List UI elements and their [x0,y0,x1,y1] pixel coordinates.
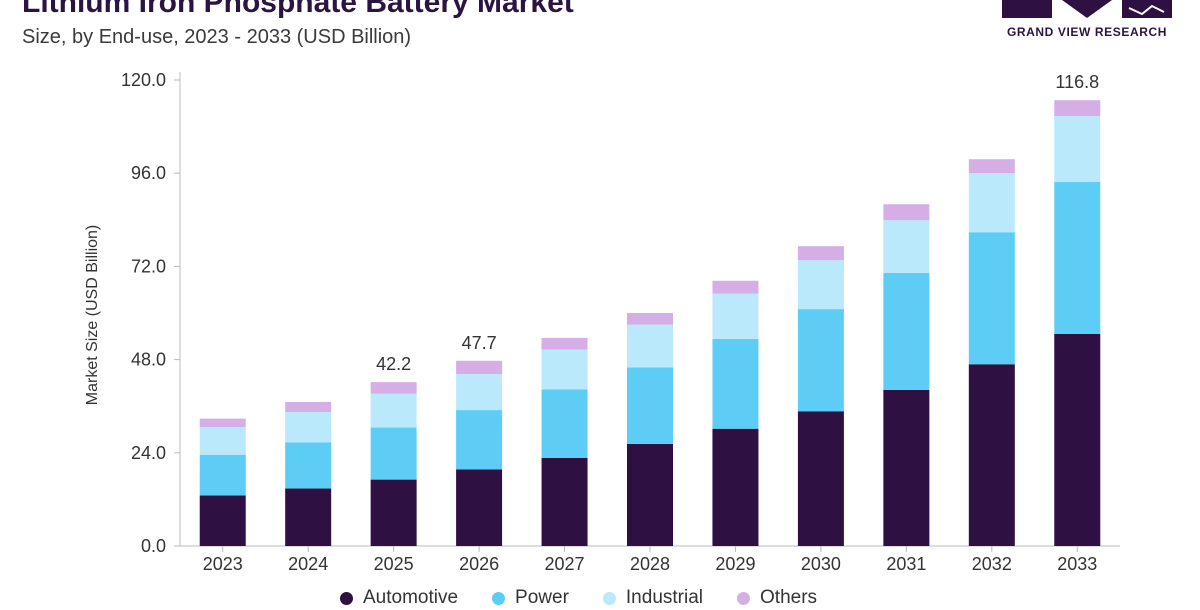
x-tick-label-2028: 2028 [630,554,670,574]
bar-segment-automotive-2030 [797,411,844,546]
x-tick-label-2024: 2024 [288,554,328,574]
legend-item-others: Others [737,587,817,609]
bar-segment-automotive-2027 [541,457,588,546]
x-tick-label-2031: 2031 [886,554,926,574]
x-tick-label-2027: 2027 [545,554,585,574]
bar-segment-power-2024 [285,442,332,489]
bar-segment-others-2027 [541,337,588,350]
chart-subtitle: Size, by End-use, 2023 - 2033 (USD Billi… [22,26,412,48]
data-label-2025: 42.2 [376,354,411,374]
bar-segment-power-2030 [797,309,844,412]
y-tick-label: 120.0 [121,70,166,90]
bar-segment-power-2029 [712,339,759,429]
bar-segment-power-2025 [370,427,417,480]
bar-segment-industrial-2033 [1054,116,1101,182]
x-tick-label-2030: 2030 [801,554,841,574]
bar-segment-automotive-2026 [456,469,503,546]
bar-segment-power-2027 [541,389,588,458]
bar-segment-others-2032 [968,159,1015,174]
bar-segment-others-2030 [797,246,844,261]
data-label-2026: 47.7 [462,333,497,353]
legend-swatch-others [737,591,751,605]
legend-label-others: Others [760,587,818,608]
bar-segment-power-2023 [199,454,246,496]
bar-segment-others-2031 [883,204,930,221]
bar-segment-others-2025 [370,382,417,394]
bar-segment-industrial-2028 [627,324,673,368]
x-tick-label-2029: 2029 [715,554,755,574]
bar-segment-automotive-2032 [968,364,1015,546]
legend-item-automotive: Automotive [340,587,458,609]
x-tick-label-2026: 2026 [459,554,499,574]
y-tick-label: 72.0 [131,256,166,276]
bar-segment-industrial-2027 [541,349,588,390]
legend-label-automotive: Automotive [363,587,459,608]
bar-segment-power-2028 [627,367,673,444]
bar-segment-automotive-2029 [712,428,759,546]
bar-segment-automotive-2024 [285,488,332,546]
brand-logo-icon [1002,0,1172,18]
bar-segment-automotive-2028 [627,443,673,546]
x-tick-label-2033: 2033 [1057,554,1097,574]
bar-segment-others-2026 [456,360,503,374]
bar-segment-industrial-2032 [968,173,1015,233]
bar-segment-automotive-2025 [370,479,417,546]
brand-logo: GRAND VIEW RESEARCH [1002,0,1172,44]
bar-segment-others-2029 [712,280,759,294]
bar-segment-others-2028 [627,313,673,325]
y-tick-label: 0.0 [141,536,166,556]
y-axis-title: Market Size (USD Billion) [84,225,101,405]
y-tick-label: 48.0 [131,350,166,370]
bar-segment-industrial-2029 [712,293,759,340]
y-tick-label: 24.0 [131,443,166,463]
bar-segment-industrial-2024 [285,412,332,443]
bar-segment-industrial-2031 [883,220,930,274]
legend-item-power: Power [492,587,569,609]
chart-legend: Automotive Power Industrial Others [340,586,817,610]
bar-segment-others-2033 [1054,100,1101,117]
data-label-2033: 116.8 [1055,72,1099,92]
legend-label-industrial: Industrial [625,587,704,608]
bar-segment-industrial-2030 [797,260,844,310]
bar-segment-industrial-2025 [370,393,417,428]
bar-segment-automotive-2023 [199,495,246,546]
x-tick-label-2023: 2023 [203,554,243,574]
legend-swatch-industrial [602,591,616,605]
legend-label-power: Power [515,587,569,608]
bar-segment-others-2023 [199,418,246,428]
bar-segment-others-2024 [285,401,332,413]
bar-segment-automotive-2031 [883,389,930,546]
legend-swatch-power [492,591,506,605]
bar-segment-industrial-2023 [199,427,246,455]
bar-segment-automotive-2033 [1054,333,1101,546]
bar-segment-industrial-2026 [456,373,503,411]
chart-title: Lithium Iron Phosphate Battery Market [22,0,574,19]
legend-item-industrial: Industrial [602,587,704,609]
brand-name: GRAND VIEW RESEARCH [1006,25,1168,39]
x-tick-label-2032: 2032 [972,554,1012,574]
bar-segment-power-2031 [883,273,930,390]
bar-segment-power-2033 [1054,181,1101,334]
bar-segment-power-2026 [456,410,503,470]
bar-segment-power-2032 [968,232,1015,365]
x-tick-label-2025: 2025 [374,554,414,574]
y-tick-label: 96.0 [131,163,166,183]
legend-swatch-automotive [340,591,353,605]
